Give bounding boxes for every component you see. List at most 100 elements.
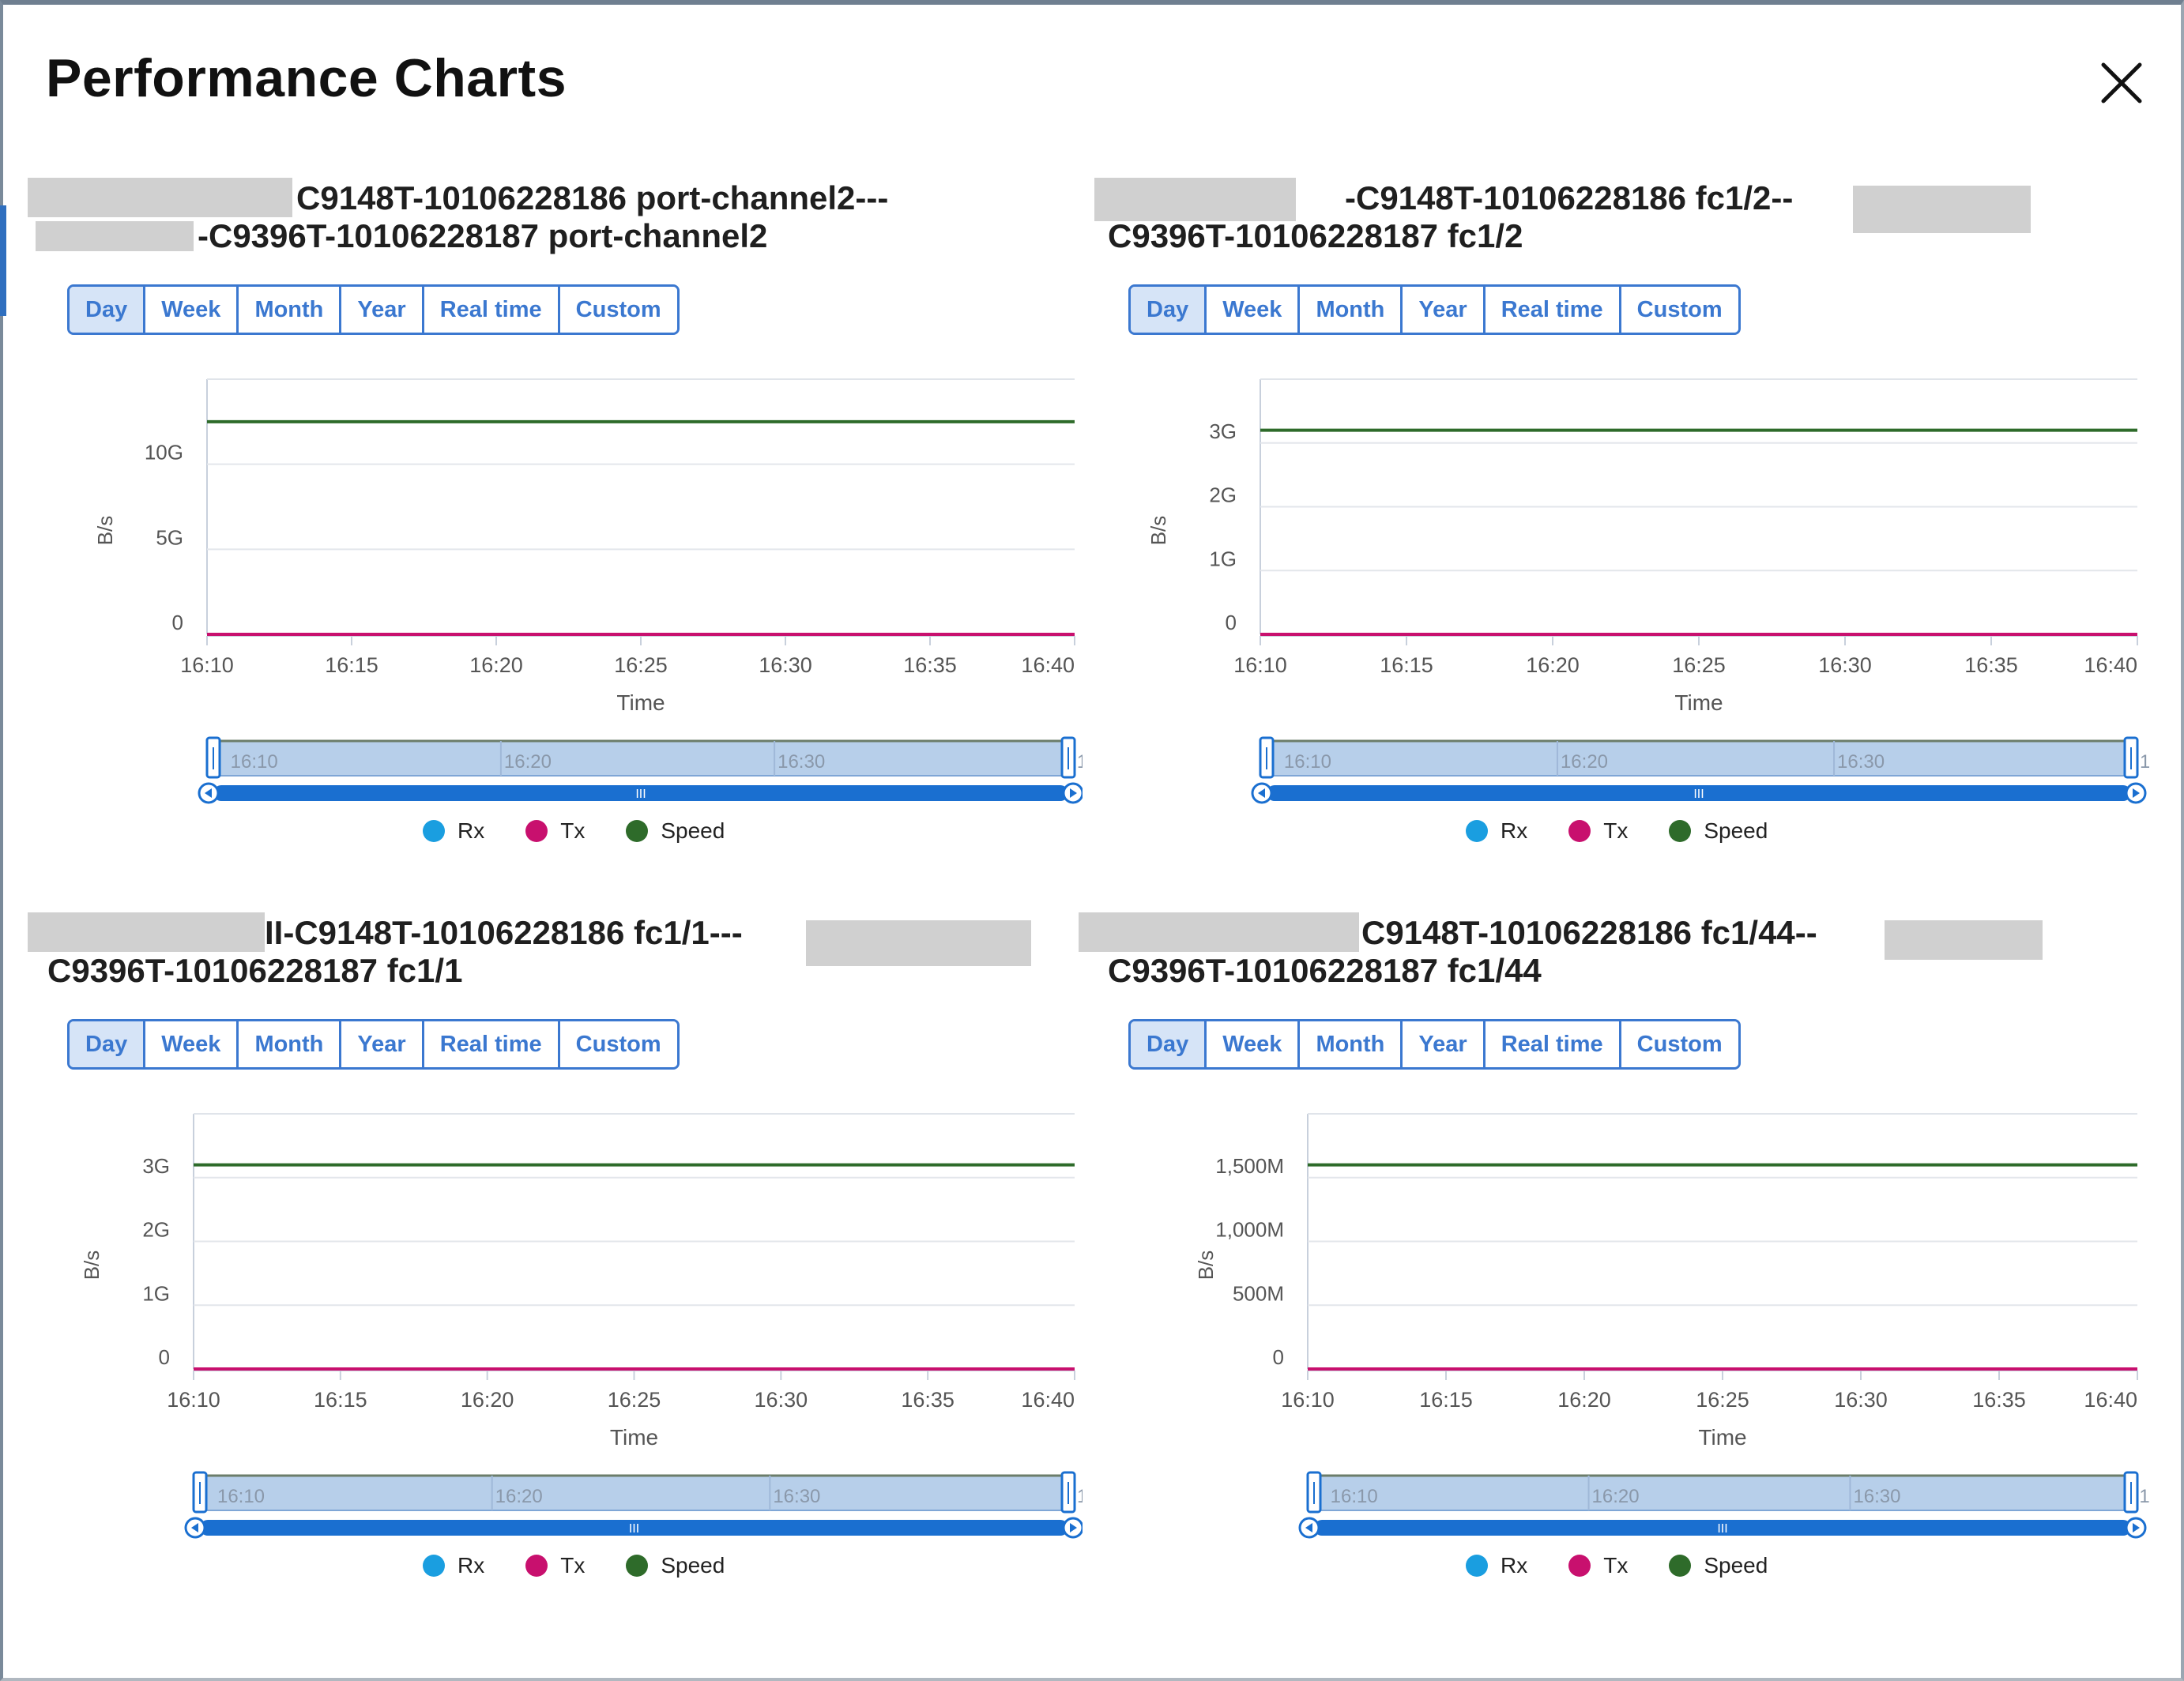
range-button-week[interactable]: Week [1207, 1021, 1301, 1067]
scrollbar-grip-icon: III [1693, 788, 1704, 801]
legend-label: Rx [458, 818, 485, 843]
navigator-selection [199, 1475, 1069, 1511]
range-button-day[interactable]: Day [1131, 287, 1207, 333]
scrollbar-grip-icon: III [629, 1522, 639, 1536]
y-axis-label: B/s [93, 516, 117, 546]
x-tick-label: 16:40 [2084, 653, 2137, 677]
legend-label: Speed [1704, 1553, 1768, 1578]
legend-dot-icon [1466, 1555, 1488, 1577]
line-chart: 0 1G 2G 3G 16:10 16:15 16:20 16:25 16:30 16:35 16:… [80, 1113, 1083, 1539]
y-tick-label: 0 [172, 611, 183, 634]
x-tick-label: 16:15 [314, 1388, 367, 1412]
chart-panel: C9148T-10106228186 port-channel2--- -C939… [24, 178, 1083, 904]
chart-title-line2: C9396T-10106228187 fc1/1 [47, 952, 463, 989]
y-tick-label: 1G [142, 1281, 170, 1305]
redacted-block [1079, 912, 1359, 952]
range-button-day[interactable]: Day [70, 1021, 146, 1067]
legend-item-rx[interactable]: Rx [1466, 1553, 1527, 1578]
dialog-title: Performance Charts [46, 48, 567, 108]
legend-item-rx[interactable]: Rx [423, 1553, 484, 1578]
x-tick-label: 16:35 [903, 653, 957, 677]
range-button-custom[interactable]: Custom [1621, 1021, 1738, 1067]
navigator-selection [213, 740, 1069, 777]
range-button-week[interactable]: Week [1207, 287, 1301, 333]
legend-item-tx[interactable]: Tx [525, 818, 585, 844]
y-tick-label: 3G [142, 1154, 170, 1178]
legend-item-speed[interactable]: Speed [1669, 1553, 1768, 1578]
legend-label: Rx [1501, 1553, 1528, 1578]
legend-item-rx[interactable]: Rx [423, 818, 484, 844]
range-button-month[interactable]: Month [239, 1021, 342, 1067]
navigator-tick-label: 16: [1077, 1486, 1083, 1507]
range-navigator: 16:10 16:20 16:30 16: III [1251, 736, 2149, 804]
chart-legend: Rx Tx Speed [423, 1553, 725, 1578]
range-button-year[interactable]: Year [1403, 1021, 1485, 1067]
close-icon [2101, 62, 2142, 103]
range-button-custom[interactable]: Custom [559, 287, 677, 333]
navigator-tick-label: 16:30 [1837, 751, 1885, 773]
x-tick-label: 16:25 [614, 653, 668, 677]
range-button-week[interactable]: Week [145, 287, 239, 333]
range-button-real-time[interactable]: Real time [1485, 1021, 1621, 1067]
time-range-selector: Day Week Month Year Real time Custom [67, 1019, 680, 1070]
range-button-real-time[interactable]: Real time [1485, 287, 1621, 333]
legend-item-speed[interactable]: Speed [1669, 818, 1768, 844]
legend-item-speed[interactable]: Speed [626, 818, 725, 844]
x-tick-label: 16:25 [608, 1388, 661, 1412]
range-button-day[interactable]: Day [70, 287, 146, 333]
legend-item-speed[interactable]: Speed [626, 1553, 725, 1578]
legend-dot-icon [1568, 820, 1591, 842]
navigator-tick-label: 16:20 [1592, 1486, 1640, 1507]
y-tick-label: 2G [142, 1218, 170, 1242]
range-button-custom[interactable]: Custom [1621, 287, 1738, 333]
range-navigator: 16:10 16:20 16:30 16: III [198, 736, 1083, 804]
legend-label: Tx [560, 1553, 586, 1578]
range-button-year[interactable]: Year [341, 1021, 424, 1067]
legend-dot-icon [1466, 820, 1488, 842]
redacted-block [28, 178, 292, 217]
range-button-year[interactable]: Year [1403, 287, 1485, 333]
range-button-custom[interactable]: Custom [559, 1021, 677, 1067]
x-axis-label: Time [1674, 690, 1723, 715]
chart-title-line1: C9148T-10106228186 fc1/44-- [1361, 914, 1817, 951]
chart-panel: -C9148T-10106228186 fc1/2-- C9396T-101062… [1090, 178, 2149, 904]
legend-label: Speed [1704, 818, 1768, 843]
navigator-tick-label: 16:10 [1284, 751, 1331, 773]
navigator-selection [1313, 1475, 2132, 1511]
y-tick-label: 10G [145, 441, 183, 464]
range-button-day[interactable]: Day [1131, 1021, 1207, 1067]
navigator-tick-label: 16:30 [773, 1486, 820, 1507]
x-tick-label: 16:20 [461, 1388, 514, 1412]
legend-label: Speed [661, 1553, 725, 1578]
chart-legend: Rx Tx Speed [423, 818, 725, 844]
range-button-year[interactable]: Year [341, 287, 424, 333]
y-tick-label: 0 [159, 1345, 170, 1369]
y-tick-label: 0 [1273, 1345, 1284, 1369]
navigator-tick-label: 16:20 [504, 751, 552, 773]
legend-item-rx[interactable]: Rx [1466, 818, 1527, 844]
time-range-selector: Day Week Month Year Real time Custom [1128, 1019, 1741, 1070]
legend-dot-icon [1568, 1555, 1591, 1577]
navigator-selection [1266, 740, 2132, 777]
legend-label: Tx [560, 818, 586, 843]
legend-item-tx[interactable]: Tx [1568, 1553, 1628, 1578]
redacted-block [1853, 186, 2031, 233]
range-button-week[interactable]: Week [145, 1021, 239, 1067]
navigator-scrollbar [1314, 1520, 2131, 1536]
redacted-block [1885, 920, 2043, 960]
x-tick-label: 16:20 [469, 653, 523, 677]
legend-item-tx[interactable]: Tx [525, 1553, 585, 1578]
x-tick-label: 16:10 [1233, 653, 1287, 677]
range-button-real-time[interactable]: Real time [424, 287, 560, 333]
y-tick-label: 0 [1226, 611, 1237, 634]
range-button-month[interactable]: Month [1300, 287, 1403, 333]
navigator-scrollbar [200, 1520, 1068, 1536]
range-button-month[interactable]: Month [1300, 1021, 1403, 1067]
legend-label: Rx [1501, 818, 1528, 843]
range-button-real-time[interactable]: Real time [424, 1021, 560, 1067]
close-button[interactable] [2094, 55, 2149, 111]
range-button-month[interactable]: Month [239, 287, 342, 333]
legend-dot-icon [525, 1555, 548, 1577]
legend-item-tx[interactable]: Tx [1568, 818, 1628, 844]
y-tick-label: 2G [1209, 483, 1237, 507]
